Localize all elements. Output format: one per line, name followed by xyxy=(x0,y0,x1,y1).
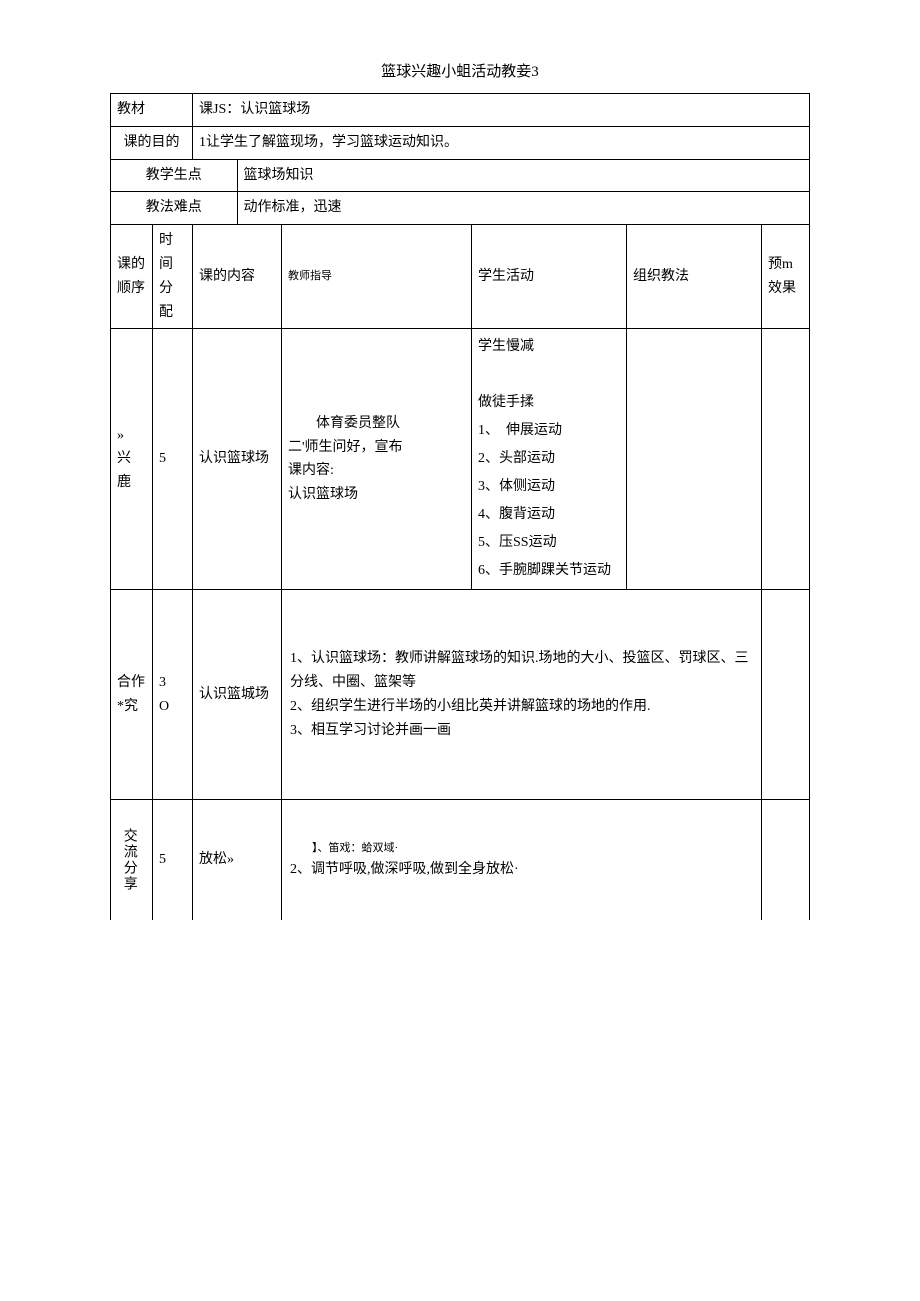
guide-line: 认识篮球场 xyxy=(288,483,465,507)
cell-guide: 体育委员整队 二'师生问好，宣布 课内容: 认识篮球场 xyxy=(282,329,472,590)
cell-seq: » 兴 鹿 xyxy=(111,329,153,590)
col-effect: 预m效果 xyxy=(762,225,810,329)
seq-vertical: 交流分享 xyxy=(117,828,141,892)
col-sequence: 课的顺序 xyxy=(111,225,153,329)
activity-line: 6、手腕脚踝关节运动 xyxy=(478,557,620,585)
activity-line: 学生慢减 xyxy=(478,333,620,361)
cell-time: 3 O xyxy=(153,590,193,800)
cell-content: 放松» xyxy=(193,800,282,920)
guide-line: 体育委员整队 xyxy=(288,412,465,436)
guide-line: 课内容: xyxy=(288,459,465,483)
header-row-1: 教材 课JS：认识篮球场 xyxy=(111,94,810,127)
activity-line: 3、体侧运动 xyxy=(478,473,620,501)
cell-effect xyxy=(762,800,810,920)
col-time: 时间分配 xyxy=(153,225,193,329)
header-row-4: 教法难点 动作标准，迅速 xyxy=(111,192,810,225)
activity-line: 5、压SS运动 xyxy=(478,529,620,557)
table-row: 合作*究 3 O 认识篮城场 1、认识篮球场：教师讲解篮球场的知识.场地的大小、… xyxy=(111,590,810,800)
label-difficulty: 教法难点 xyxy=(111,192,238,225)
header-row-2: 课的目的 1让学生了解篮现场，学习篮球运动知识。 xyxy=(111,126,810,159)
merged-line: 2、组织学生进行半场的小组比英并讲解篮球的场地的作用. xyxy=(290,695,753,719)
col-activity: 学生活动 xyxy=(472,225,627,329)
table-row: » 兴 鹿 5 认识篮球场 体育委员整队 二'师生问好，宣布 课内容: 认识篮球… xyxy=(111,329,810,590)
cell-method xyxy=(627,329,762,590)
lesson-plan-table: 教材 课JS：认识篮球场 课的目的 1让学生了解篮现场，学习篮球运动知识。 教学… xyxy=(110,93,810,920)
activity-line: 1、 伸展运动 xyxy=(478,417,620,445)
cell-content: 认识篮城场 xyxy=(193,590,282,800)
col-guide: 教师指导 xyxy=(282,225,472,329)
value-keypoint: 篮球场知识 xyxy=(237,159,810,192)
label-purpose: 课的目的 xyxy=(111,126,193,159)
col-content: 课的内容 xyxy=(193,225,282,329)
cell-time: 5 xyxy=(153,800,193,920)
merged-line: 2、调节呼吸,做深呼吸,做到全身放松· xyxy=(290,858,753,882)
cell-merged-guide: 】、笛戏：蛤双域· 2、调节呼吸,做深呼吸,做到全身放松· xyxy=(282,800,762,920)
cell-seq: 合作*究 xyxy=(111,590,153,800)
label-keypoint: 教学生点 xyxy=(111,159,238,192)
value-material: 课JS：认识篮球场 xyxy=(193,94,810,127)
value-difficulty: 动作标准，迅速 xyxy=(237,192,810,225)
header-row-3: 教学生点 篮球场知识 xyxy=(111,159,810,192)
activity-line: 做徒手揉 xyxy=(478,389,620,417)
cell-effect xyxy=(762,590,810,800)
merged-line: 】、笛戏：蛤双域· xyxy=(290,839,753,858)
merged-line: 3、相互学习讨论并画一画 xyxy=(290,719,753,743)
cell-merged-guide: 1、认识篮球场：教师讲解篮球场的知识.场地的大小、投篮区、罚球区、三分线、中圈、… xyxy=(282,590,762,800)
column-header-row: 课的顺序 时间分配 课的内容 教师指导 学生活动 组织教法 预m效果 xyxy=(111,225,810,329)
table-row: 交流分享 5 放松» 】、笛戏：蛤双域· 2、调节呼吸,做深呼吸,做到全身放松· xyxy=(111,800,810,920)
cell-activity: 学生慢减 做徒手揉 1、 伸展运动 2、头部运动 3、体侧运动 4、腹背运动 5… xyxy=(472,329,627,590)
label-material: 教材 xyxy=(111,94,193,127)
cell-effect xyxy=(762,329,810,590)
col-method: 组织教法 xyxy=(627,225,762,329)
value-purpose: 1让学生了解篮现场，学习篮球运动知识。 xyxy=(193,126,810,159)
merged-line: 1、认识篮球场：教师讲解篮球场的知识.场地的大小、投篮区、罚球区、三分线、中圈、… xyxy=(290,647,753,695)
guide-line: 二'师生问好，宣布 xyxy=(288,436,465,460)
page-title: 篮球兴趣小蛆活动教妾3 xyxy=(110,60,810,81)
cell-seq: 交流分享 xyxy=(111,800,153,920)
cell-content: 认识篮球场 xyxy=(193,329,282,590)
activity-line: 2、头部运动 xyxy=(478,445,620,473)
activity-line: 4、腹背运动 xyxy=(478,501,620,529)
cell-time: 5 xyxy=(153,329,193,590)
seq-text-1: » 兴 鹿 xyxy=(117,424,146,495)
